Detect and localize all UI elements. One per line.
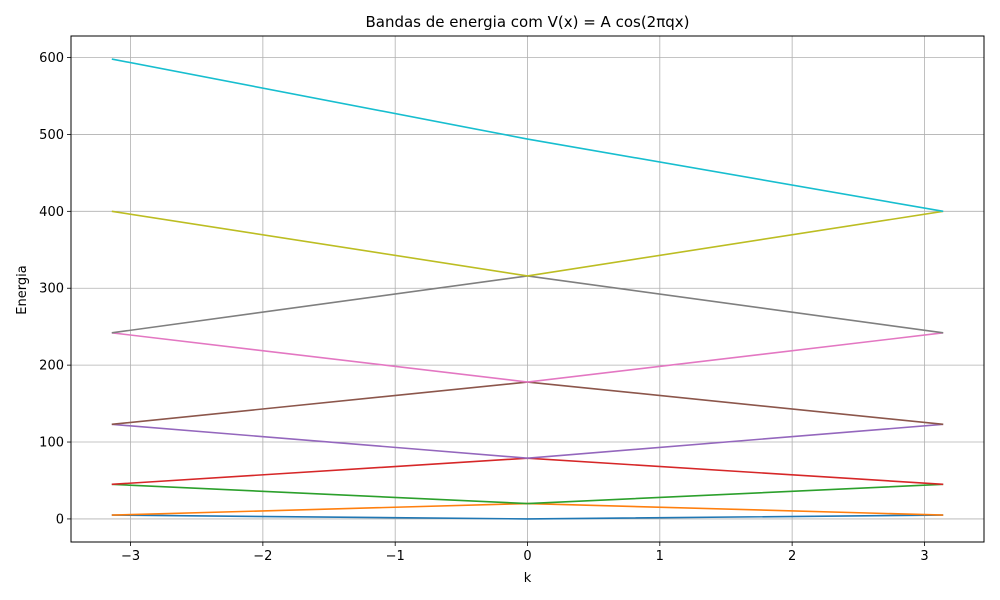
x-tick-label: −3 <box>121 549 140 564</box>
x-axis-label: k <box>524 571 532 586</box>
y-tick-label: 0 <box>56 512 64 527</box>
x-axis-ticks: −3 −2 −1 0 1 2 3 <box>121 542 929 564</box>
y-tick-label: 600 <box>39 51 64 66</box>
band-line-5 <box>111 423 944 459</box>
band-line-3 <box>111 483 944 505</box>
y-tick-label: 400 <box>39 205 64 220</box>
x-tick-label: 1 <box>656 549 664 564</box>
band-line-9 <box>111 210 944 277</box>
x-tick-label: 2 <box>788 549 796 564</box>
band-line-1 <box>111 514 944 520</box>
grid-lines <box>71 36 984 542</box>
y-tick-label: 500 <box>39 128 64 143</box>
band-line-7 <box>111 332 944 383</box>
y-axis-label: Energia <box>15 265 30 314</box>
x-tick-label: 3 <box>920 549 928 564</box>
y-tick-label: 300 <box>39 282 64 297</box>
band-line-10 <box>111 58 944 213</box>
series-lines <box>111 58 944 520</box>
chart-title: Bandas de energia com V(x) = A cos(2πqx) <box>365 13 689 31</box>
y-tick-label: 200 <box>39 359 64 374</box>
x-tick-label: −2 <box>253 549 272 564</box>
x-tick-label: −1 <box>386 549 405 564</box>
x-tick-label: 0 <box>523 549 531 564</box>
y-tick-label: 100 <box>39 436 64 451</box>
y-axis-ticks: 0 100 200 300 400 500 600 <box>39 51 71 527</box>
